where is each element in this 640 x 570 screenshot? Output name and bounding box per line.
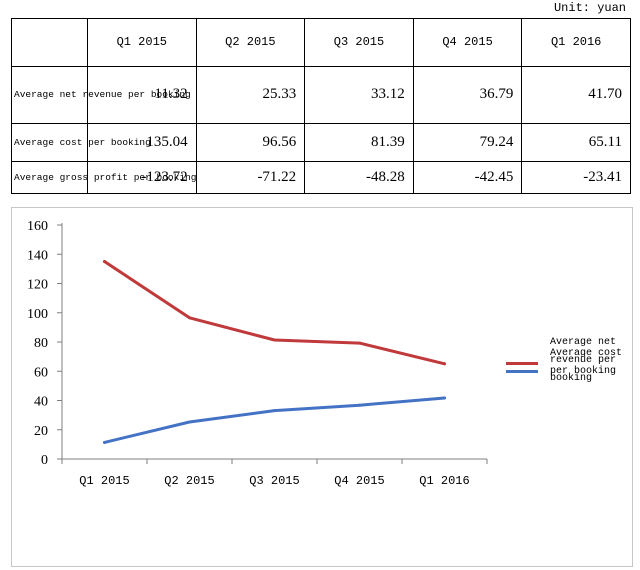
y-tick-label: 0 [41,453,48,468]
data-point [443,362,446,366]
column-header: Q1 2016 [521,18,631,67]
data-table: Q1 2015 Q2 2015 Q3 2015 Q4 2015 Q1 2016 … [11,18,631,195]
x-tick-label: Q1 2015 [79,474,129,488]
table-corner-cell [11,18,88,67]
y-tick-label: 120 [27,278,48,293]
y-tick-label: 160 [27,219,48,234]
revenue-series-line [103,396,446,444]
row-label: Average net revenue per booking [11,65,191,125]
table-cell: 41.70 [521,65,631,125]
data-point [443,396,446,400]
table-cell: -71.22 [195,160,306,195]
x-tick-label: Q2 2015 [164,474,214,488]
data-point [188,316,191,320]
table-cell: 36.79 [412,65,523,125]
chart-plot: 0 20 40 60 80 100 120 140 160 Q1 2015 Q2 2015 Q3 20… [27,219,488,488]
row-label: Average cost per booking [11,123,151,162]
x-tick-label: Q1 2016 [419,474,469,488]
table-row: Average gross profit per booking -123.72… [11,160,631,195]
legend-swatch-revenue [506,370,538,373]
legend-label: Average net revenue per booking [550,337,617,384]
legend-item: Average cost per booking [506,348,628,446]
y-tick-label: 20 [34,424,48,439]
x-tick-label: Q3 2015 [249,474,299,488]
table-cell: 79.24 [412,123,523,162]
chart-legend: Average net revenue per booking Average … [506,334,628,446]
legend-item: Average net revenue per booking [506,334,628,390]
table-cell: 65.11 [521,123,631,162]
table-cell: 81.39 [304,123,414,162]
data-point [188,420,191,424]
column-header: Q4 2015 [412,18,523,67]
data-point [358,341,361,345]
table-row: Average net revenue per booking 11.32 25… [11,65,631,125]
data-point [103,260,106,264]
column-header: Q1 2015 [87,18,197,67]
column-header: Q3 2015 [304,18,414,67]
y-tick-label: 40 [34,395,48,410]
column-header: Q2 2015 [195,18,306,67]
data-point [358,403,361,407]
data-point [103,440,106,444]
data-point [273,338,276,342]
table-cell: 11.32 [87,65,197,125]
y-tick-label: 80 [34,336,48,351]
y-tick-label: 140 [27,248,48,263]
x-tick-label: Q4 2015 [334,474,384,488]
table-cell: -42.45 [412,160,523,195]
table-cell: 25.33 [195,65,306,125]
line-chart: 0 20 40 60 80 100 120 140 160 Q1 2015 Q2 2015 Q3 20… [11,207,633,567]
unit-label: Unit: yuan [553,1,626,15]
data-point [273,409,276,413]
table-cell: 33.12 [304,65,414,125]
table-cell: -48.28 [304,160,414,195]
table-cell: 135.04 [87,123,197,162]
row-label: Average gross profit per booking [11,160,196,195]
table-cell: 96.56 [195,123,306,162]
y-tick-label: 60 [34,365,48,380]
table-header-row: Q1 2015 Q2 2015 Q3 2015 Q4 2015 Q1 2016 [11,18,631,67]
legend-swatch-cost [506,362,538,365]
table-cell: -23.41 [521,160,631,195]
legend-label: Average cost per booking [550,348,623,377]
cost-series-line [103,260,446,366]
y-tick-label: 100 [27,307,48,322]
table-row: Average cost per booking 135.04 96.56 81… [11,123,631,162]
